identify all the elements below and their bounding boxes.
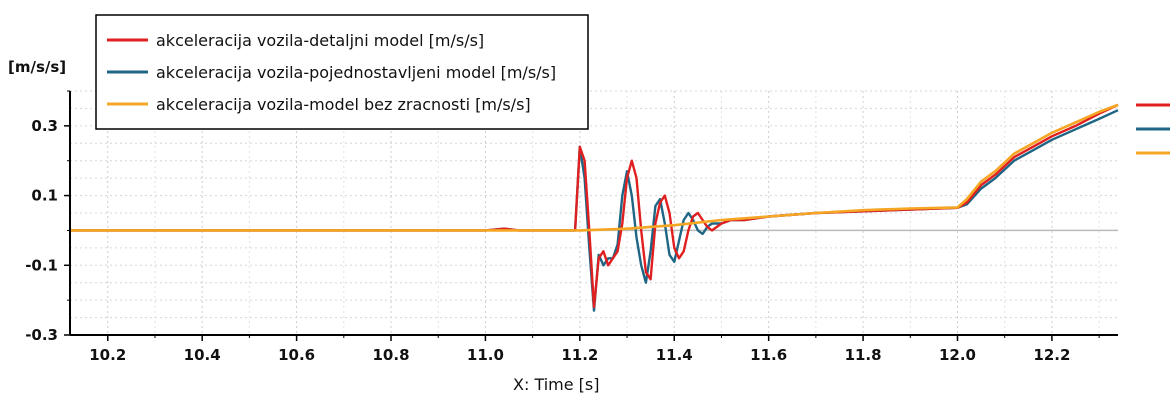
x-tick-label: 10.2	[89, 346, 126, 364]
x-tick-label: 12.2	[1033, 346, 1070, 364]
x-tick-label: 12.0	[939, 346, 976, 364]
x-tick-label: 11.6	[750, 346, 787, 364]
x-axis-title: X: Time [s]	[513, 375, 600, 394]
y-tick-label: -0.3	[25, 326, 58, 344]
y-axis-label: [m/s/s]	[8, 58, 66, 76]
legend-label: akceleracija vozila-detaljni model [m/s/…	[156, 31, 484, 50]
y-tick-label: 0.1	[31, 187, 58, 205]
x-tick-label: 11.4	[656, 346, 693, 364]
x-tick-label: 11.0	[467, 346, 504, 364]
y-tick-label: -0.1	[25, 256, 58, 274]
ticks: 10.2 10.4 10.6 10.8 11.0 11.2 11.4 11.6 11.8 12.0…	[25, 90, 1100, 364]
y-tick-label: 0.3	[31, 117, 58, 135]
right-markers	[1136, 103, 1170, 155]
series-layer	[70, 103, 1119, 312]
legend: akceleracija vozila-detaljni model [m/s/…	[95, 14, 589, 130]
x-tick-label: 10.6	[278, 346, 315, 364]
x-tick-label: 11.8	[845, 346, 882, 364]
x-tick-label: 10.4	[184, 346, 221, 364]
legend-label: akceleracija vozila-model bez zracnosti …	[156, 95, 531, 114]
series-line-1	[70, 103, 1119, 309]
axes	[69, 91, 1118, 336]
legend-label: akceleracija vozila-pojednostavljeni mod…	[156, 63, 556, 82]
x-tick-label: 10.8	[373, 346, 410, 364]
series-line-3	[70, 103, 1119, 232]
legend-box	[95, 14, 589, 130]
x-tick-label: 11.2	[561, 346, 598, 364]
